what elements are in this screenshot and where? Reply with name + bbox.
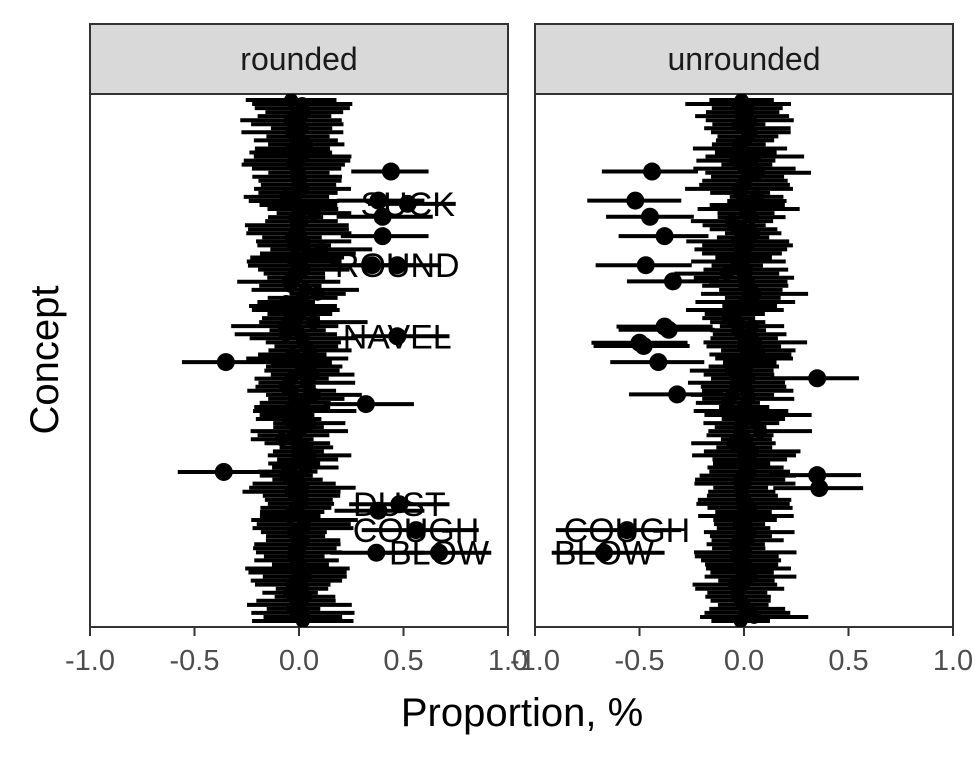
ylabel-group: Concept — [23, 286, 67, 435]
outlier-point — [640, 207, 659, 226]
x-tick-label: -1.0 — [510, 645, 560, 677]
outlier-point — [356, 395, 375, 414]
y-axis-title: Concept — [23, 286, 67, 435]
highlight-point — [617, 521, 636, 540]
x-tick-label: 0.5 — [383, 645, 423, 677]
outlier-point — [808, 369, 827, 388]
facet-strip — [534, 23, 954, 95]
highlight-point — [594, 543, 613, 562]
facet-strip-label: unrounded — [667, 41, 820, 77]
outlier-point — [636, 256, 655, 275]
highlight-label: BLOW — [554, 535, 654, 573]
concept-point — [733, 614, 748, 627]
x-tick-label: 1.0 — [933, 645, 973, 677]
x-tick-label: -1.0 — [65, 645, 115, 677]
outlier-point — [630, 333, 649, 352]
highlight-label: BLOW — [389, 535, 489, 573]
x-tick-label: 0.5 — [828, 645, 868, 677]
x-tick-label: 0.0 — [279, 645, 319, 677]
highlight-point — [390, 495, 409, 514]
outlier-point — [381, 162, 400, 181]
highlight-label: COUGH — [353, 512, 480, 550]
highlight-label: ROUND — [335, 247, 460, 285]
outlier-point — [373, 207, 392, 226]
x-tick-label: 1.0 — [488, 645, 528, 677]
x-tick-label: 0.0 — [724, 645, 764, 677]
highlight-label: COUGH — [564, 512, 691, 550]
highlight-point — [388, 327, 407, 346]
x-axis-title: Proportion, % — [401, 691, 643, 735]
highlight-point — [388, 256, 407, 275]
outlier-point — [367, 543, 386, 562]
outlier-point — [214, 462, 233, 481]
concept-point — [295, 614, 310, 627]
facet-strip — [89, 23, 509, 95]
outlier-point — [649, 353, 668, 372]
outlier-point — [643, 162, 662, 181]
highlight-point — [430, 543, 449, 562]
plot-area — [177, 94, 433, 627]
outlier-point — [655, 227, 674, 246]
x-tick-label: -0.5 — [615, 645, 665, 677]
highlight-label: NAVEL — [343, 318, 452, 356]
facet-strip-label: rounded — [240, 41, 357, 77]
outlier-point — [810, 479, 829, 498]
outlier-point — [663, 272, 682, 291]
outlier-point — [626, 191, 645, 210]
x-tick-label: -0.5 — [170, 645, 220, 677]
outlier-point — [373, 227, 392, 246]
outlier-point — [655, 317, 674, 336]
highlight-label: SUCK — [360, 186, 455, 224]
plot-area — [587, 94, 864, 627]
highlight-point — [407, 521, 426, 540]
outlier-point — [668, 385, 687, 404]
highlight-point — [398, 194, 417, 213]
highlight-label: DUST — [353, 486, 446, 524]
outlier-point — [216, 353, 235, 372]
